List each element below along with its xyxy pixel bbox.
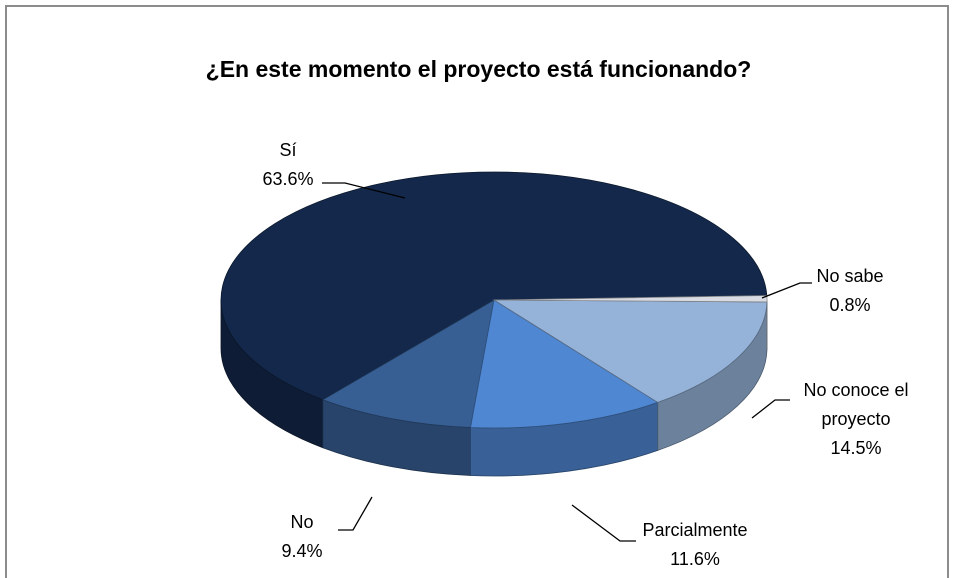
leader-line [338, 496, 373, 531]
category-label: No sabe [816, 266, 884, 286]
chart-title: ¿En este momento el proyecto está funcio… [205, 56, 752, 82]
leader-line [322, 182, 406, 199]
data-label: Parcialmente 11.6% [642, 516, 747, 574]
leader-line [761, 282, 812, 299]
data-label: No sabe 0.8% [816, 262, 883, 320]
value-label: 9.4% [281, 541, 323, 561]
chart-frame [5, 5, 949, 578]
category-label: Sí [279, 140, 297, 160]
value-label: 11.6% [670, 549, 720, 569]
value-label: 0.8% [829, 295, 871, 315]
data-label: No 9.4% [281, 508, 322, 566]
leader-line [751, 399, 790, 419]
slice-layer [220, 171, 768, 429]
slice [470, 299, 659, 429]
leader-lines [322, 182, 812, 542]
category-label: Parcialmente [642, 520, 748, 540]
slice [492, 299, 768, 403]
value-label: 14.5% [830, 438, 882, 458]
category-label: No conoce el proyecto [803, 380, 909, 429]
data-label: No conoce el proyecto 14.5% [789, 376, 924, 463]
data-label: Sí 63.6% [262, 136, 313, 194]
leader-line [571, 504, 636, 542]
slice [220, 171, 768, 401]
slice-layer [220, 299, 768, 477]
category-label: No [290, 512, 314, 532]
slice [321, 299, 495, 428]
value-label: 63.6% [262, 169, 314, 189]
